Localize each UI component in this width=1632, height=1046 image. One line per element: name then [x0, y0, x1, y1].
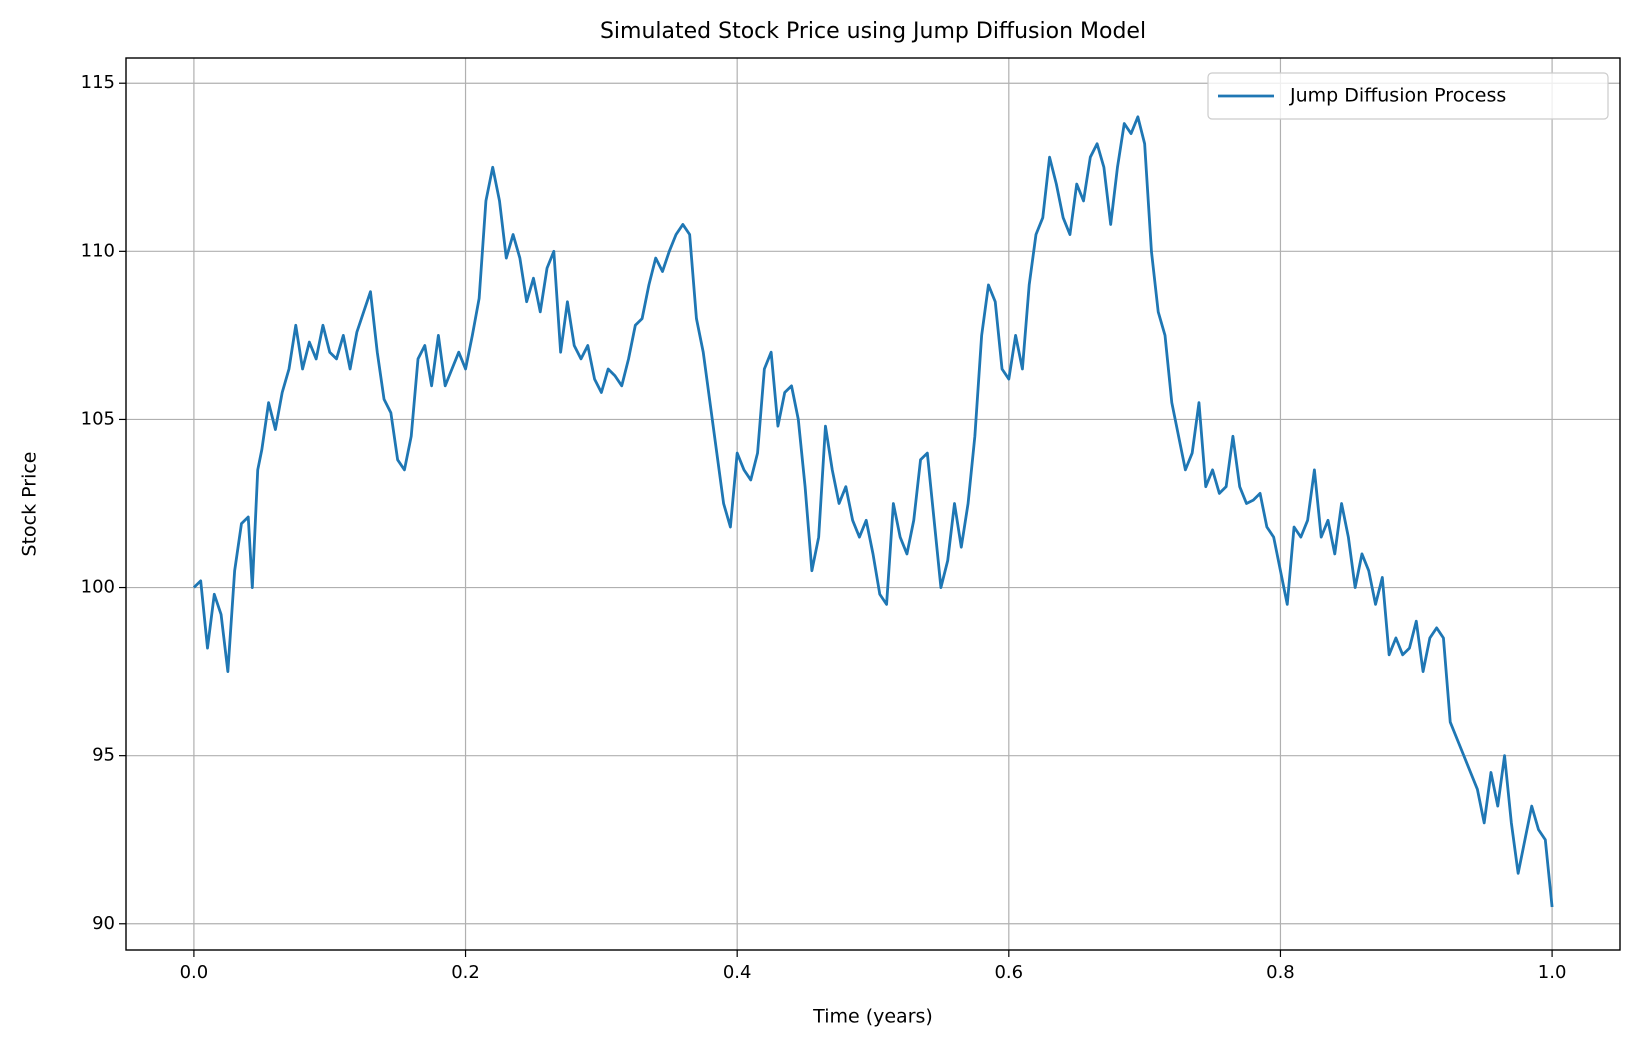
x-tick-label: 0.8 — [1266, 962, 1295, 983]
legend-label: Jump Diffusion Process — [1289, 85, 1506, 107]
x-tick-label: 0.2 — [451, 962, 480, 983]
x-tick-label: 0.0 — [180, 962, 209, 983]
y-tick-label: 90 — [92, 913, 115, 934]
chart-title: Simulated Stock Price using Jump Diffusi… — [600, 19, 1146, 44]
y-tick-label: 95 — [92, 745, 115, 766]
y-tick-label: 110 — [81, 240, 115, 261]
price-line — [192, 115, 1554, 908]
axes-frame — [125, 57, 1621, 951]
y-axis-label: Stock Price — [19, 452, 41, 557]
y-tick-label: 100 — [81, 577, 115, 598]
x-tick-label: 1.0 — [1538, 962, 1567, 983]
y-tick-label: 105 — [81, 408, 115, 429]
x-tick-label: 0.6 — [994, 962, 1023, 983]
y-tick-label: 115 — [81, 72, 115, 93]
legend-box — [1207, 72, 1609, 120]
x-axis-label: Time (years) — [812, 1006, 933, 1028]
x-tick-label: 0.4 — [723, 962, 752, 983]
